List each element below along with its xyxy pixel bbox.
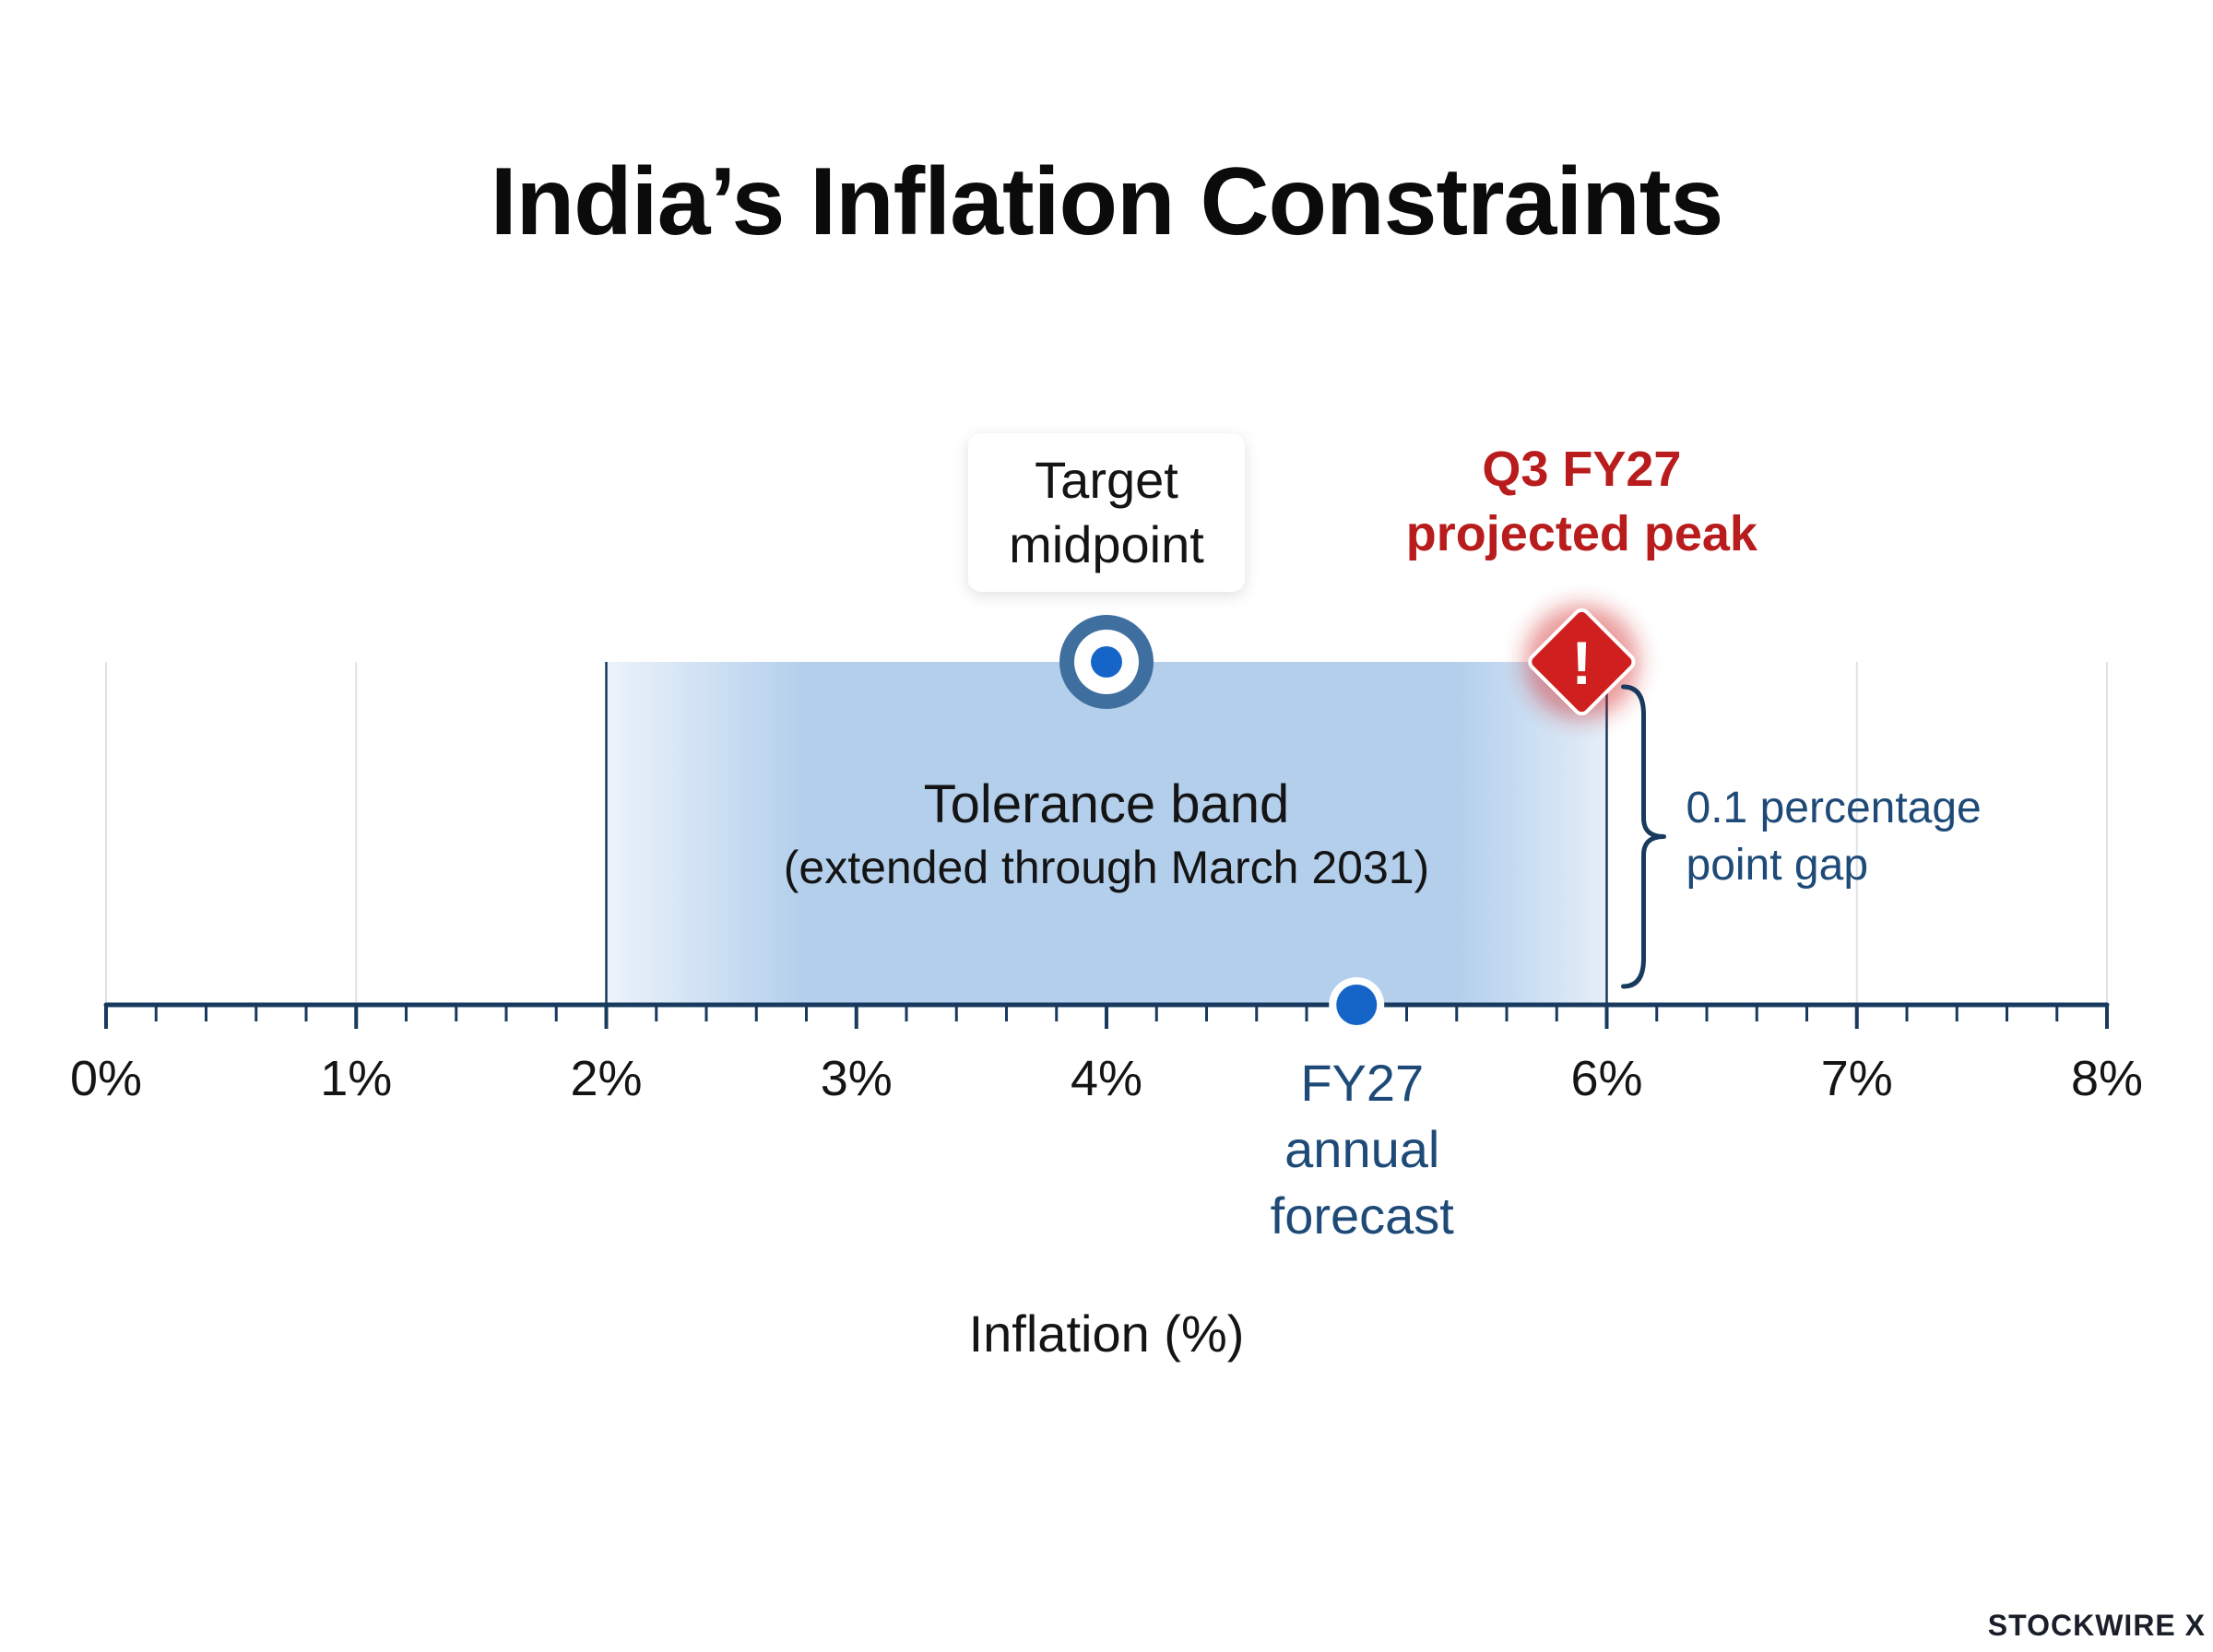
forecast-label-line: annual [1284,1120,1439,1178]
gap-brace [1621,684,1666,989]
gap-label-line: 0.1 percentage [1686,784,1982,832]
forecast-marker-dot [1336,985,1378,1025]
tick-label: 6% [1570,1051,1642,1106]
x-axis-label: Inflation (%) [969,1304,1245,1363]
chart-title: India’s Inflation Constraints [490,148,1724,255]
target-label-line: Target [1035,451,1178,509]
peak-label-line: Q3 FY27 [1482,442,1681,497]
target-label-line: midpoint [1009,515,1204,573]
warning-icon-glyph: ! [1571,629,1592,697]
target-label-card [968,433,1245,592]
tick-label: 8% [2071,1051,2143,1106]
tick-label: 7% [1821,1051,1893,1106]
tick-label: 3% [821,1051,893,1106]
forecast-label-line: forecast [1271,1186,1455,1245]
tolerance-band [606,662,1607,1005]
tick-label: 1% [320,1051,392,1106]
target-marker-dot [1091,646,1122,678]
forecast-label-line: FY27 [1300,1054,1424,1112]
tick-label: 0% [70,1051,142,1106]
warning-icon [1528,608,1636,716]
band-label: Tolerance band [924,774,1290,834]
gap-label-line: point gap [1686,841,1869,890]
band-sublabel: (extended through March 2031) [784,842,1429,893]
peak-label-line: projected peak [1406,506,1758,561]
stockwire-logo: STOCKWIRE X [1987,1609,2206,1642]
tick-label: 2% [570,1051,642,1106]
tick-label: 4% [1071,1051,1142,1106]
